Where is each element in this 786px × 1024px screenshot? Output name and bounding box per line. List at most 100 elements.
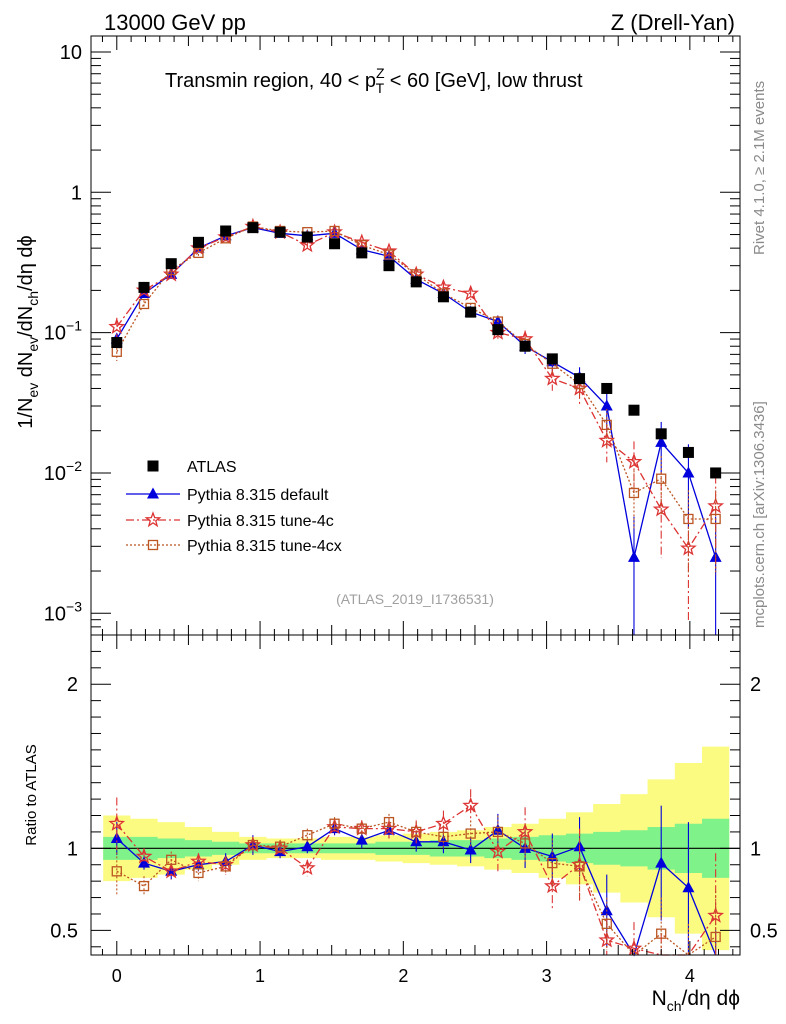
ratio-tune4cx-point bbox=[465, 828, 476, 839]
main-tune4cx-point bbox=[138, 298, 150, 310]
main-atlas-point bbox=[247, 222, 259, 234]
ratio-tune4cx-point bbox=[492, 826, 504, 838]
title-post: < 60 [GeV], low thrust bbox=[384, 70, 583, 92]
main-atlas-point bbox=[111, 337, 123, 349]
main-tune4c-point bbox=[298, 236, 316, 253]
ratio-y-tick-label-left: 1 bbox=[67, 838, 78, 860]
main-tune4c-point bbox=[707, 497, 725, 514]
plot-title: Transmin region, 40 < pZ T < 60 [GeV], lo… bbox=[165, 65, 583, 96]
x-tick-label: 4 bbox=[685, 966, 695, 986]
ratio-tune4cx-point bbox=[193, 867, 204, 879]
legend-marker-atlas bbox=[147, 460, 159, 472]
ratio-tune4c-point bbox=[543, 877, 561, 894]
ratio-y-axis-label: Ratio to ATLAS bbox=[23, 744, 40, 845]
ratio-default-point bbox=[682, 881, 695, 893]
y-axis-label-main: 1/Nev dNev/dNch/dη dϕ bbox=[15, 235, 41, 428]
main-atlas-point bbox=[574, 373, 586, 385]
main-atlas-point bbox=[682, 446, 694, 458]
ratio-tune4c-point bbox=[707, 906, 725, 923]
legend: ATLAS Pythia 8.315 default Pythia 8.315 tu… bbox=[126, 459, 342, 555]
main-atlas-point bbox=[628, 404, 640, 416]
y-tick-label: 1 bbox=[71, 182, 82, 204]
main-atlas-point bbox=[465, 306, 477, 318]
main-atlas-point bbox=[165, 258, 177, 270]
side-label-top: Rivet 4.1.0, ≥ 2.1M events bbox=[751, 81, 768, 255]
ratio-tune4c-point bbox=[190, 852, 207, 869]
y-tick-label: 10 bbox=[60, 42, 82, 64]
legend-label-default: Pythia 8.315 default bbox=[187, 487, 329, 504]
ratio-tune4cx-point bbox=[438, 831, 449, 842]
main-tune4cx-point bbox=[329, 225, 340, 237]
ratio-tune4cx-point bbox=[519, 838, 531, 849]
ratio-tune4c-point bbox=[162, 862, 180, 879]
ratio-tune4c-point bbox=[462, 796, 480, 813]
legend-label-tune4c: Pythia 8.315 tune-4c bbox=[187, 513, 334, 530]
main-atlas-point bbox=[301, 231, 313, 243]
main-atlas-point bbox=[192, 236, 204, 248]
ratio-tune4c-point bbox=[489, 842, 507, 859]
watermark: (ATLAS_2019_I1736531) bbox=[336, 591, 494, 607]
main-tune4c-point bbox=[108, 317, 126, 334]
main-tune4cx-point bbox=[656, 473, 667, 484]
ratio-tune4cx-point bbox=[383, 816, 395, 828]
ratio-default-point bbox=[464, 843, 477, 855]
ratio-tune4c-point bbox=[135, 847, 153, 864]
ratio-tune4cx-point bbox=[166, 854, 177, 865]
ratio-default-point bbox=[138, 856, 151, 868]
main-default-point bbox=[627, 550, 640, 562]
x-axis-label: Nch/dη dϕ bbox=[652, 987, 740, 1014]
main-tune4c-point bbox=[462, 284, 480, 301]
y-tick-label: 10−2 bbox=[44, 458, 82, 485]
main-atlas-point bbox=[437, 291, 449, 303]
ratio-tune4cx-point bbox=[302, 830, 313, 841]
main-tune4c-point bbox=[543, 369, 561, 386]
main-tune4cx-line bbox=[116, 225, 716, 520]
main-tune4c-point bbox=[625, 452, 643, 469]
ratio-default-point bbox=[301, 840, 314, 852]
main-tune4cx-point bbox=[601, 419, 612, 431]
legend-marker-tune4c bbox=[144, 511, 162, 528]
x-tick-label: 0 bbox=[112, 966, 122, 986]
main-atlas-point bbox=[274, 226, 286, 238]
ratio-tune4cx-point bbox=[601, 918, 612, 929]
ratio-tune4cx-point bbox=[247, 839, 259, 851]
y-axis-label-text: 1/Nev dNev/dNch/dη dϕ bbox=[15, 235, 41, 428]
ratio-y-tick-label-right: 0.5 bbox=[750, 920, 778, 942]
main-atlas-point bbox=[220, 225, 232, 237]
ratio-tune4cx-point bbox=[274, 841, 286, 852]
ratio-tune4cx-point bbox=[329, 818, 340, 829]
header-left: 13000 GeV pp bbox=[104, 10, 246, 35]
ratio-tune4cx-point bbox=[356, 823, 367, 834]
main-atlas-point bbox=[492, 324, 504, 336]
main-atlas-point bbox=[546, 353, 558, 365]
main-tune4cx-point bbox=[628, 487, 640, 499]
ratio-tune4c-point bbox=[516, 823, 534, 840]
ratio-tune4cx-point bbox=[710, 931, 721, 943]
main-atlas-point bbox=[383, 260, 395, 272]
ratio-tune4cx-point bbox=[220, 861, 231, 872]
legend-label-atlas: ATLAS bbox=[187, 459, 237, 476]
ratio-tune4cx-point bbox=[547, 857, 558, 869]
main-default-point bbox=[682, 466, 695, 478]
x-tick-label: 3 bbox=[542, 966, 552, 986]
ratio-y-tick-label-left: 2 bbox=[67, 674, 78, 696]
header-right: Z (Drell-Yan) bbox=[611, 10, 735, 35]
legend-marker-tune4cx bbox=[147, 539, 159, 551]
title-sup: Z bbox=[376, 65, 385, 81]
main-tune4cx-point bbox=[710, 513, 721, 525]
ratio-tune4cx-point bbox=[411, 826, 422, 838]
ratio-tune4cx-point bbox=[138, 880, 150, 892]
main-atlas-point bbox=[329, 238, 341, 250]
main-tune4cx-point bbox=[683, 513, 694, 525]
title-sub: T bbox=[376, 80, 385, 96]
ratio-y-tick-label-right: 1 bbox=[750, 838, 761, 860]
main-atlas-point bbox=[655, 428, 667, 440]
ratio-plot-frame bbox=[90, 634, 741, 956]
x-tick-label: 2 bbox=[398, 966, 408, 986]
main-default-point bbox=[600, 399, 613, 411]
main-atlas-point bbox=[356, 247, 368, 259]
side-label-bottom: mcplots.cern.ch [arXiv:1306.3436] bbox=[751, 401, 768, 628]
ratio-tune4cx-point bbox=[656, 928, 667, 939]
main-tune4cx-point bbox=[193, 247, 204, 259]
